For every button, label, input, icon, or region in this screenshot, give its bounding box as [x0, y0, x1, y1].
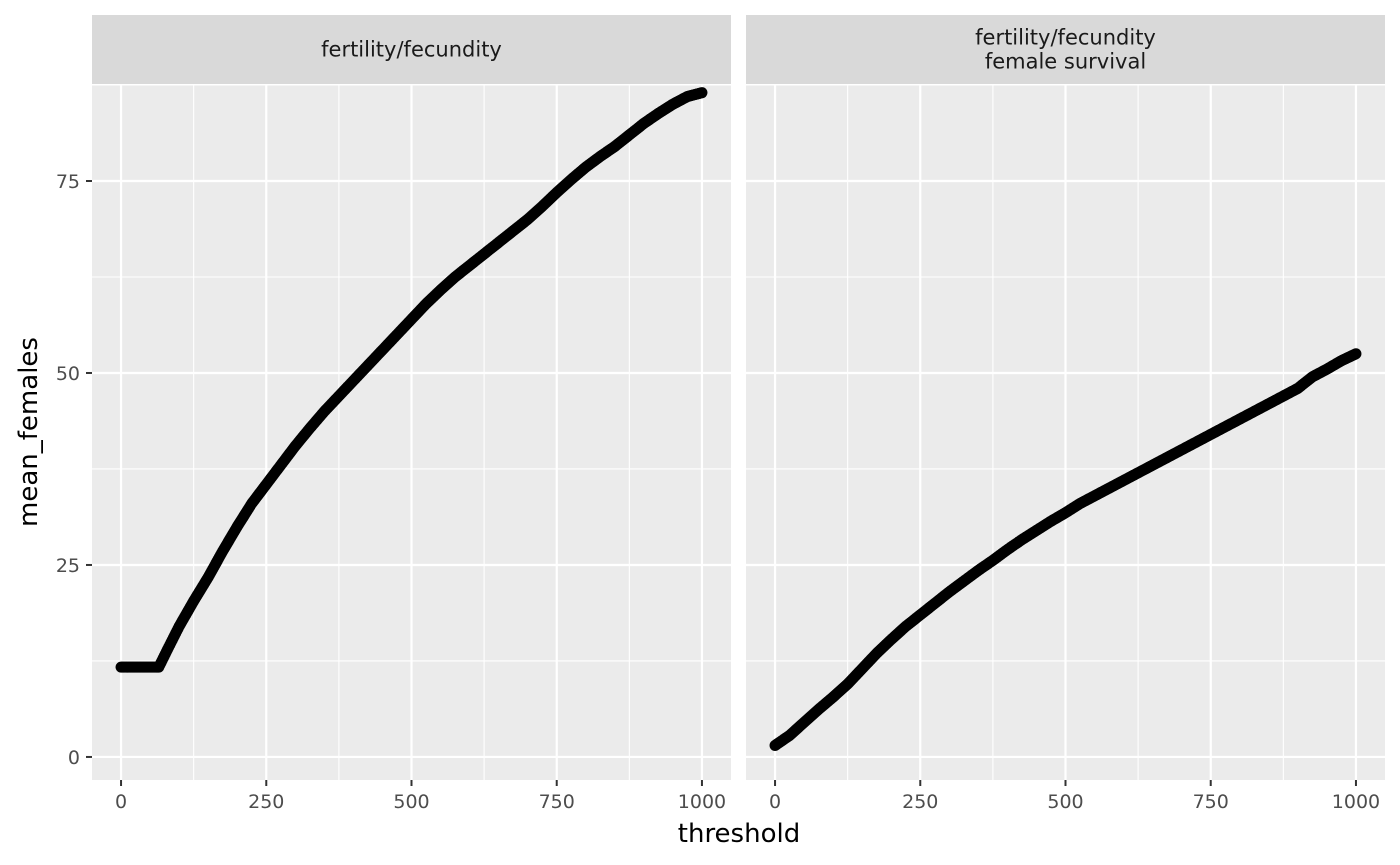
- x-tick-label: 0: [769, 791, 781, 813]
- facet-strip-label: fertility/fecundity: [321, 38, 502, 62]
- x-tick-label: 750: [539, 791, 575, 813]
- x-axes: 0 250 500 750 1000 0 250 500 750 1000: [115, 780, 1380, 813]
- y-tick-label: 0: [68, 747, 80, 769]
- facet-panels: fertility/fecundity fertility/fecundityfe…: [92, 15, 1385, 780]
- data-points: [115, 87, 708, 673]
- y-axis: 0 25 50 75: [56, 171, 92, 769]
- x-tick-label: 1000: [1332, 791, 1380, 813]
- y-tick-label: 75: [56, 171, 80, 193]
- x-axis-2: 0 250 500 750 1000: [769, 780, 1380, 813]
- x-tick-label: 500: [1047, 791, 1083, 813]
- x-tick-label: 250: [902, 791, 938, 813]
- x-tick-label: 1000: [678, 791, 726, 813]
- x-tick-label: 500: [393, 791, 429, 813]
- facet-strip-label: female survival: [985, 50, 1146, 74]
- facet-panel-1: fertility/fecundity: [92, 15, 731, 780]
- y-tick-label: 50: [56, 363, 80, 385]
- x-tick-label: 0: [115, 791, 127, 813]
- x-tick-label: 250: [248, 791, 284, 813]
- y-tick-label: 25: [56, 555, 80, 577]
- x-axis-title: threshold: [678, 819, 800, 849]
- facet-strip-label: fertility/fecundity: [975, 26, 1156, 50]
- x-tick-label: 750: [1193, 791, 1229, 813]
- data-points: [769, 348, 1362, 751]
- x-axis-1: 0 250 500 750 1000: [115, 780, 726, 813]
- data-point: [696, 87, 708, 99]
- data-point: [1350, 348, 1362, 360]
- facet-strip: [746, 15, 1385, 84]
- facet-strip: [92, 15, 731, 84]
- y-axis-title: mean_females: [14, 337, 44, 527]
